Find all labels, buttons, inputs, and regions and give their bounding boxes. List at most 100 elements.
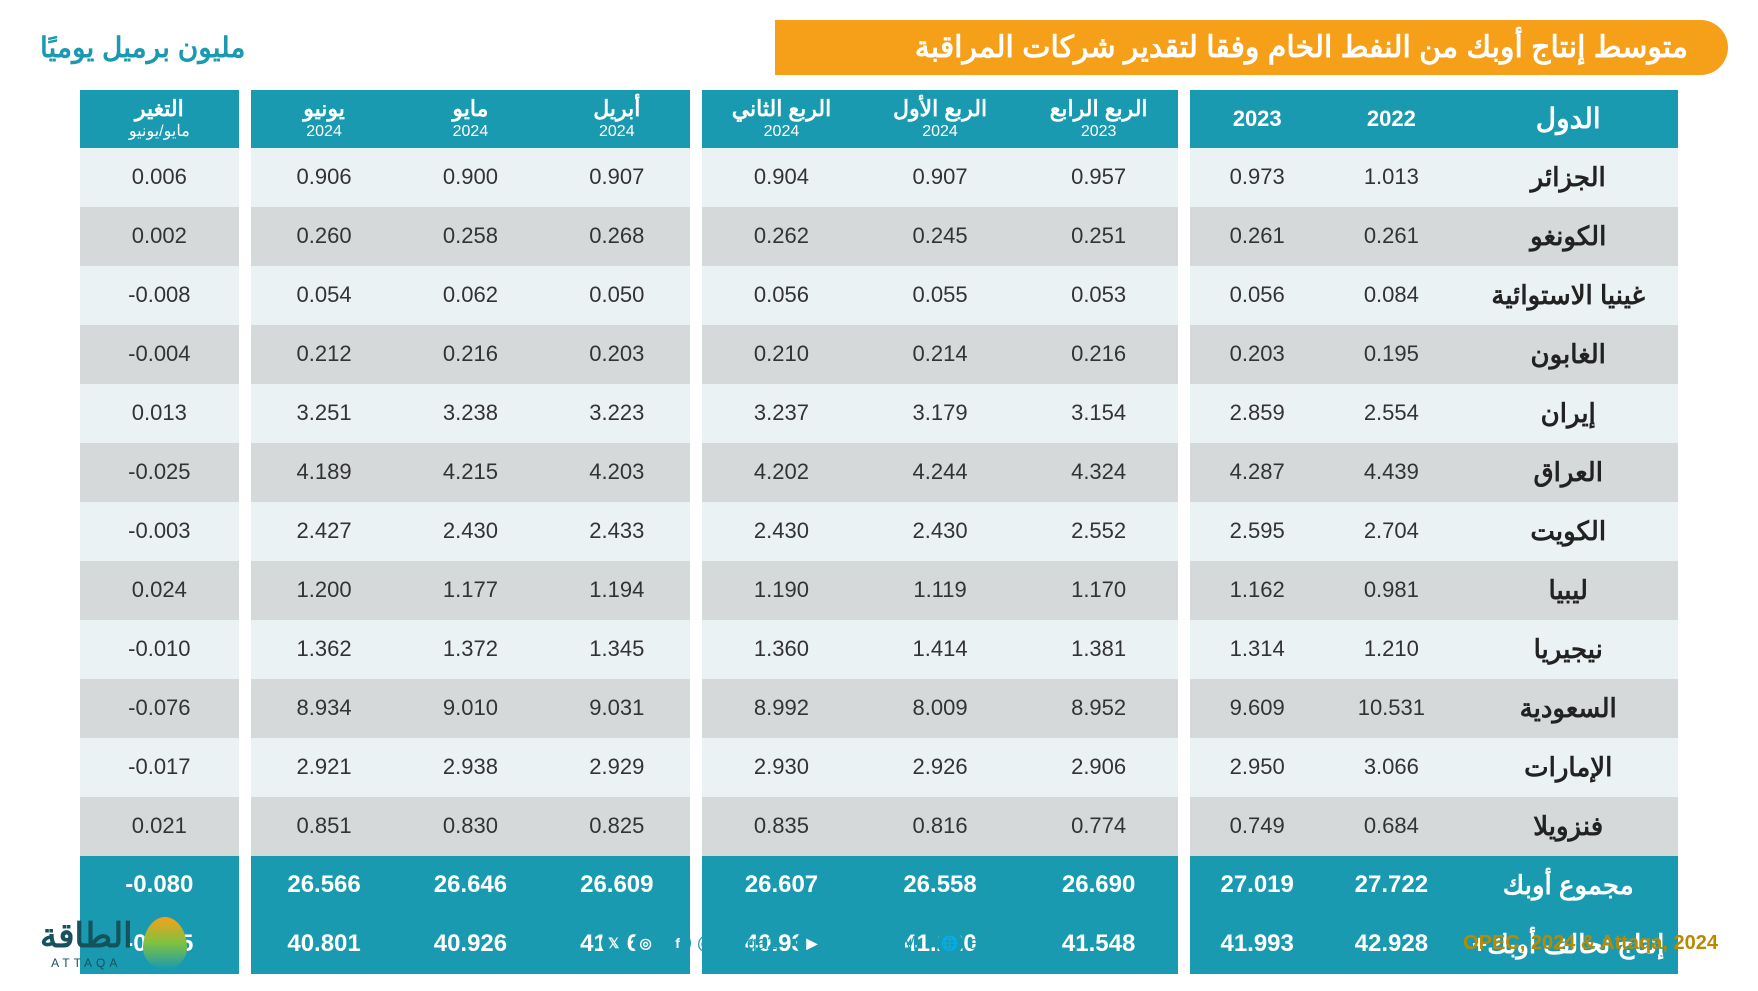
cell-change: 0.013 bbox=[80, 384, 239, 443]
cell-jun_2024: 26.566 bbox=[251, 856, 397, 915]
cell-change: 0.017- bbox=[80, 738, 239, 797]
cell-apr_2024: 2.433 bbox=[544, 502, 690, 561]
cell-q2_2024: 2.930 bbox=[702, 738, 861, 797]
cell-q4_2023: 0.053 bbox=[1019, 266, 1178, 325]
cell-q2_2024: 8.992 bbox=[702, 679, 861, 738]
cell-y2022: 1.210 bbox=[1324, 620, 1458, 679]
subtitle: مليون برميل يوميًا bbox=[40, 31, 245, 64]
cell-q1_2024: 2.926 bbox=[861, 738, 1020, 797]
cell-q4_2023: 1.381 bbox=[1019, 620, 1178, 679]
cell-apr_2024: 0.268 bbox=[544, 207, 690, 266]
cell-apr_2024: 3.223 bbox=[544, 384, 690, 443]
col-may_2024: مايو2024 bbox=[397, 90, 543, 148]
cell-q4_2023: 0.774 bbox=[1019, 797, 1178, 856]
cell-apr_2024: 26.609 bbox=[544, 856, 690, 915]
cell-country: فنزويلا bbox=[1458, 797, 1678, 856]
cell-change: 0.076- bbox=[80, 679, 239, 738]
social-handle[interactable]: 𝕏 ◎ f @Attaqa2 bbox=[601, 930, 777, 956]
cell-y2023: 0.973 bbox=[1190, 148, 1324, 207]
col-country: الدول bbox=[1458, 90, 1678, 148]
cell-q2_2024: 1.190 bbox=[702, 561, 861, 620]
cell-country: العراق bbox=[1458, 443, 1678, 502]
cell-apr_2024: 2.929 bbox=[544, 738, 690, 797]
cell-may_2024: 2.430 bbox=[397, 502, 543, 561]
table-row: الغابون0.1950.2030.2160.2140.2100.2030.2… bbox=[80, 325, 1678, 384]
header: متوسط إنتاج أوبك من النفط الخام وفقا لتق… bbox=[30, 18, 1728, 76]
cell-apr_2024: 4.203 bbox=[544, 443, 690, 502]
youtube-icon: ▶ bbox=[797, 933, 827, 953]
col-q1_2024: الربع الأول2024 bbox=[861, 90, 1020, 148]
table-row: غينيا الاستوائية0.0840.0560.0530.0550.05… bbox=[80, 266, 1678, 325]
cell-country: الإمارات bbox=[1458, 738, 1678, 797]
table-row: الإمارات3.0662.9502.9062.9262.9302.9292.… bbox=[80, 738, 1678, 797]
cell-q1_2024: 3.179 bbox=[861, 384, 1020, 443]
cell-y2023: 2.950 bbox=[1190, 738, 1324, 797]
cell-y2022: 27.722 bbox=[1324, 856, 1458, 915]
flame-icon bbox=[143, 917, 187, 969]
cell-may_2024: 4.215 bbox=[397, 443, 543, 502]
data-table: الدول20222023الربع الرابع2023الربع الأول… bbox=[80, 90, 1678, 974]
cell-jun_2024: 1.200 bbox=[251, 561, 397, 620]
cell-q2_2024: 0.904 bbox=[702, 148, 861, 207]
cell-q1_2024: 0.214 bbox=[861, 325, 1020, 384]
cell-y2022: 0.981 bbox=[1324, 561, 1458, 620]
brand-logo: الطاقة ATTAQA bbox=[40, 916, 187, 970]
cell-q4_2023: 0.251 bbox=[1019, 207, 1178, 266]
cell-q4_2023: 4.324 bbox=[1019, 443, 1178, 502]
cell-q4_2023: 26.690 bbox=[1019, 856, 1178, 915]
cell-apr_2024: 0.825 bbox=[544, 797, 690, 856]
cell-jun_2024: 4.189 bbox=[251, 443, 397, 502]
page: الطاقة متوسط إنتاج أوبك من النفط الخام و… bbox=[0, 0, 1758, 991]
cell-may_2024: 2.938 bbox=[397, 738, 543, 797]
social-links: 𝕏 ◎ f @Attaqa2 ▶ Attaqa SM 🌐 attaqa.net bbox=[601, 930, 1049, 956]
cell-jun_2024: 0.906 bbox=[251, 148, 397, 207]
cell-may_2024: 3.238 bbox=[397, 384, 543, 443]
col-y2022: 2022 bbox=[1324, 90, 1458, 148]
cell-y2023: 0.749 bbox=[1190, 797, 1324, 856]
cell-y2023: 0.203 bbox=[1190, 325, 1324, 384]
page-title: متوسط إنتاج أوبك من النفط الخام وفقا لتق… bbox=[775, 20, 1728, 75]
cell-may_2024: 26.646 bbox=[397, 856, 543, 915]
youtube-link[interactable]: ▶ Attaqa SM bbox=[797, 933, 917, 954]
table-row: نيجيريا1.2101.3141.3811.4141.3601.3451.3… bbox=[80, 620, 1678, 679]
website-link[interactable]: 🌐 attaqa.net bbox=[937, 930, 1049, 956]
cell-jun_2024: 2.427 bbox=[251, 502, 397, 561]
cell-change: 0.024 bbox=[80, 561, 239, 620]
cell-y2022: 4.439 bbox=[1324, 443, 1458, 502]
col-apr_2024: أبريل2024 bbox=[544, 90, 690, 148]
website-text: attaqa.net bbox=[969, 933, 1049, 954]
cell-country: الجزائر bbox=[1458, 148, 1678, 207]
cell-q2_2024: 0.210 bbox=[702, 325, 861, 384]
cell-q2_2024: 4.202 bbox=[702, 443, 861, 502]
cell-q4_2023: 1.170 bbox=[1019, 561, 1178, 620]
cell-country: نيجيريا bbox=[1458, 620, 1678, 679]
cell-jun_2024: 0.212 bbox=[251, 325, 397, 384]
cell-change: 0.002 bbox=[80, 207, 239, 266]
cell-change: 0.025- bbox=[80, 443, 239, 502]
cell-jun_2024: 0.054 bbox=[251, 266, 397, 325]
cell-y2022: 1.013 bbox=[1324, 148, 1458, 207]
table-row: العراق4.4394.2874.3244.2444.2024.2034.21… bbox=[80, 443, 1678, 502]
table-row: ليبيا0.9811.1621.1701.1191.1901.1941.177… bbox=[80, 561, 1678, 620]
cell-may_2024: 9.010 bbox=[397, 679, 543, 738]
cell-q1_2024: 1.414 bbox=[861, 620, 1020, 679]
cell-change: 0.021 bbox=[80, 797, 239, 856]
cell-may_2024: 1.372 bbox=[397, 620, 543, 679]
instagram-icon: ◎ bbox=[633, 930, 659, 956]
cell-apr_2024: 0.050 bbox=[544, 266, 690, 325]
logo-text-en: ATTAQA bbox=[40, 956, 133, 970]
cell-apr_2024: 9.031 bbox=[544, 679, 690, 738]
cell-jun_2024: 1.362 bbox=[251, 620, 397, 679]
cell-y2022: 2.554 bbox=[1324, 384, 1458, 443]
cell-q1_2024: 0.816 bbox=[861, 797, 1020, 856]
cell-change: 0.004- bbox=[80, 325, 239, 384]
cell-may_2024: 0.830 bbox=[397, 797, 543, 856]
cell-y2022: 2.704 bbox=[1324, 502, 1458, 561]
cell-country: ليبيا bbox=[1458, 561, 1678, 620]
cell-q4_2023: 8.952 bbox=[1019, 679, 1178, 738]
data-table-wrap: الدول20222023الربع الرابع2023الربع الأول… bbox=[80, 90, 1678, 974]
cell-q2_2024: 0.262 bbox=[702, 207, 861, 266]
cell-q2_2024: 3.237 bbox=[702, 384, 861, 443]
cell-apr_2024: 1.194 bbox=[544, 561, 690, 620]
cell-change: 0.006 bbox=[80, 148, 239, 207]
